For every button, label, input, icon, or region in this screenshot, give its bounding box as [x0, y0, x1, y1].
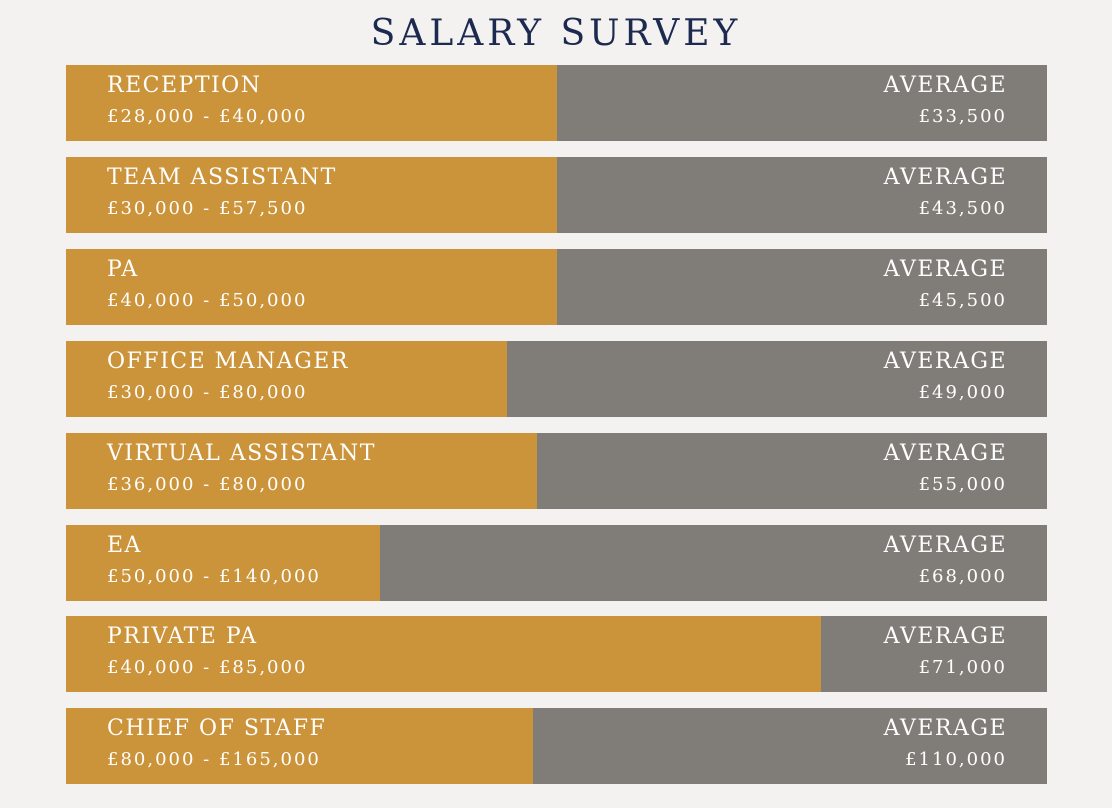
- average-label: AVERAGE: [883, 73, 1007, 98]
- salary-bar-fill: [66, 157, 557, 233]
- salary-row: TEAM ASSISTANT £30,000 - £57,500 AVERAGE £4…: [66, 157, 1047, 233]
- average-value: £110,000: [905, 749, 1007, 770]
- salary-row: OFFICE MANAGER £30,000 - £80,000 AVERAGE £4…: [66, 341, 1047, 417]
- page-title: SALARY SURVEY: [370, 13, 742, 54]
- salary-row: EA £50,000 - £140,000 AVERAGE £68,000: [66, 525, 1047, 601]
- salary-bar-fill: [66, 525, 380, 601]
- average-label: AVERAGE: [883, 257, 1007, 282]
- average-value: £71,000: [918, 657, 1007, 678]
- role-label: OFFICE MANAGER: [107, 349, 349, 374]
- role-label: PA: [107, 257, 139, 282]
- average-value: £33,500: [918, 106, 1007, 127]
- salary-range: £80,000 - £165,000: [107, 749, 321, 770]
- salary-bar-fill: [66, 616, 821, 692]
- average-label: AVERAGE: [883, 165, 1007, 190]
- average-label: AVERAGE: [883, 349, 1007, 374]
- average-label: AVERAGE: [883, 533, 1007, 558]
- salary-bar-fill: [66, 341, 507, 417]
- average-label: AVERAGE: [883, 624, 1007, 649]
- salary-row: CHIEF OF STAFF £80,000 - £165,000 AVERAGE £…: [66, 708, 1047, 784]
- salary-row: PRIVATE PA £40,000 - £85,000 AVERAGE £71,00…: [66, 616, 1047, 692]
- role-label: RECEPTION: [107, 73, 262, 98]
- role-label: EA: [107, 533, 142, 558]
- average-value: £45,500: [918, 290, 1007, 311]
- salary-row: VIRTUAL ASSISTANT £36,000 - £80,000 AVERAG…: [66, 433, 1047, 509]
- average-value: £49,000: [918, 382, 1007, 403]
- salary-range: £40,000 - £85,000: [107, 657, 308, 678]
- salary-range: £30,000 - £57,500: [107, 198, 308, 219]
- average-value: £55,000: [918, 474, 1007, 495]
- role-label: PRIVATE PA: [107, 624, 258, 649]
- salary-row: RECEPTION £28,000 - £40,000 AVERAGE £33,500: [66, 65, 1047, 141]
- salary-bar-fill: [66, 249, 557, 325]
- salary-range: £30,000 - £80,000: [107, 382, 308, 403]
- salary-row: PA £40,000 - £50,000 AVERAGE £45,500: [66, 249, 1047, 325]
- role-label: TEAM ASSISTANT: [107, 165, 337, 190]
- average-value: £68,000: [918, 566, 1007, 587]
- salary-bar-fill: [66, 433, 537, 509]
- salary-bar-fill: [66, 708, 533, 784]
- role-label: VIRTUAL ASSISTANT: [107, 441, 376, 466]
- salary-range: £50,000 - £140,000: [107, 566, 321, 587]
- role-label: CHIEF OF STAFF: [107, 716, 327, 741]
- salary-range: £28,000 - £40,000: [107, 106, 308, 127]
- salary-range: £36,000 - £80,000: [107, 474, 308, 495]
- salary-bar-fill: [66, 65, 557, 141]
- salary-range: £40,000 - £50,000: [107, 290, 308, 311]
- average-label: AVERAGE: [883, 716, 1007, 741]
- average-label: AVERAGE: [883, 441, 1007, 466]
- average-value: £43,500: [918, 198, 1007, 219]
